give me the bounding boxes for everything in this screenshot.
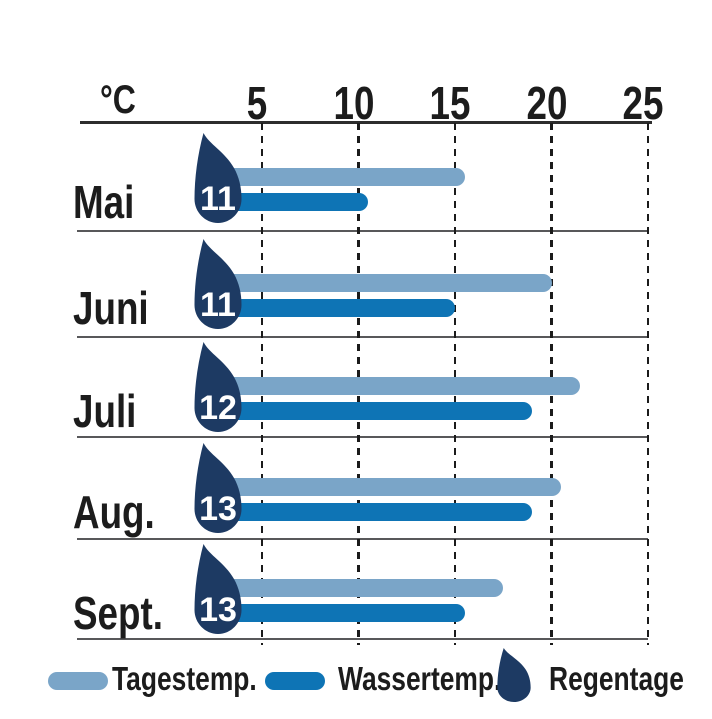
- month-label: Sept.: [73, 587, 163, 639]
- axis-unit-label: °C: [100, 78, 136, 122]
- month-row-aug: Aug. 13: [0, 436, 712, 538]
- rain-days-value: 11: [200, 179, 236, 218]
- axis-tick-label: 20: [526, 77, 567, 129]
- month-label: Juni: [73, 282, 149, 334]
- raindrop-icon: [194, 239, 242, 329]
- water-temp-bar: [214, 402, 533, 420]
- day-temp-bar: [214, 579, 504, 597]
- water-temp-bar: [214, 192, 369, 211]
- day-temp-bar: [214, 377, 581, 395]
- rain-days-badge: 11: [194, 239, 242, 329]
- water-temp-legend-swatch: [265, 672, 325, 690]
- day-temp-bar: [214, 274, 552, 292]
- day-temp-legend-label: Tagestemp.: [112, 660, 257, 697]
- day-temp-bar: [214, 478, 562, 496]
- raindrop-icon: [194, 342, 242, 432]
- month-label: Juli: [73, 385, 137, 437]
- row-separator: [77, 230, 648, 232]
- water-temp-bar: [214, 604, 465, 622]
- axis-tick-label: 15: [429, 77, 471, 129]
- rain-days-badge: 13: [194, 443, 242, 533]
- legend: Tagestemp. Wassertemp. Regentage: [0, 645, 712, 715]
- axis-line: [80, 121, 652, 124]
- rain-days-value: 11: [200, 286, 236, 324]
- axis-tick-label: 10: [333, 77, 374, 129]
- rain-days-badge: 13: [194, 544, 242, 634]
- raindrop-icon: [194, 544, 242, 634]
- rain-days-value: 13: [199, 591, 237, 629]
- row-separator: [77, 538, 648, 540]
- rain-days-badge: 12: [194, 342, 242, 432]
- day-temp-bar: [214, 167, 465, 186]
- raindrop-icon: [194, 132, 242, 223]
- rain-days-legend-label: Regentage: [549, 660, 684, 697]
- axis-tick-label: 25: [622, 77, 664, 129]
- row-separator: [77, 436, 648, 438]
- water-temp-bar: [214, 503, 533, 521]
- day-temp-legend-swatch: [48, 672, 108, 690]
- water-temp-bar: [214, 299, 455, 317]
- row-separator: [77, 336, 648, 338]
- month-row-mai: Mai 11: [0, 123, 712, 230]
- month-row-juni: Juni 11: [0, 230, 712, 336]
- month-label: Mai: [73, 175, 135, 228]
- rain-days-value: 13: [199, 490, 237, 528]
- month-row-juli: Juli 12: [0, 336, 712, 436]
- rain-days-badge: 11: [194, 132, 242, 223]
- axis-tick-label: 5: [246, 77, 268, 129]
- rain-days-value: 12: [199, 389, 237, 427]
- water-temp-legend-label: Wassertemp.: [338, 660, 502, 697]
- raindrop-icon: [194, 443, 242, 533]
- gridline-25c: [646, 123, 650, 645]
- month-label: Aug.: [73, 486, 155, 538]
- raindrop-icon: [497, 648, 531, 702]
- month-row-sept: Sept. 13: [0, 538, 712, 638]
- row-separator: [77, 638, 648, 640]
